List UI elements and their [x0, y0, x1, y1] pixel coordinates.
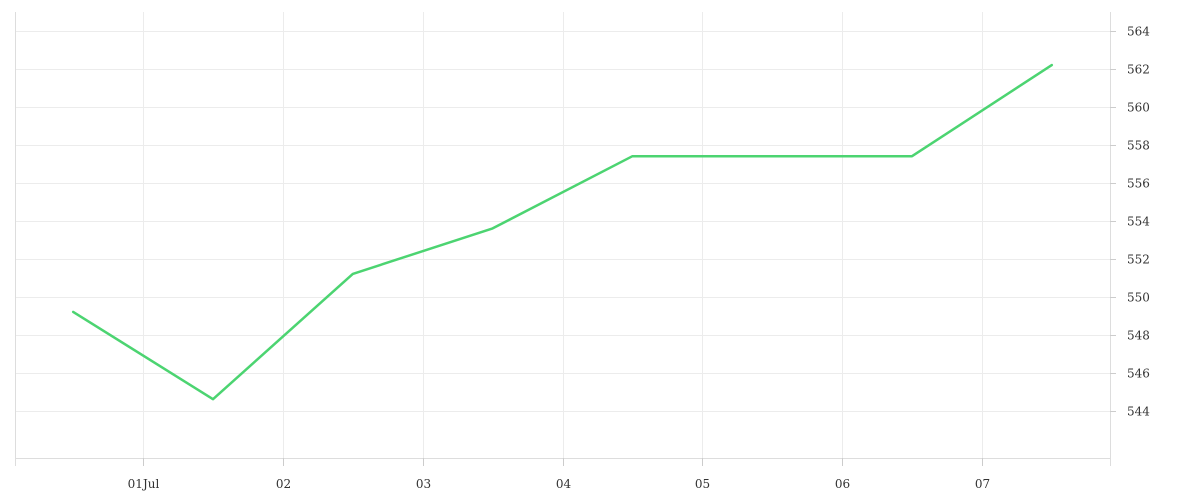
y-tick-label: 544: [1127, 405, 1150, 419]
y-tick-label: 550: [1127, 291, 1150, 305]
x-gridlines: [143, 12, 983, 458]
y-tick-label: 558: [1127, 139, 1150, 153]
x-axis-ticks: 01Jul 02 03 04 05 06 07: [128, 458, 990, 491]
y-tick-label: 554: [1127, 215, 1150, 229]
y-tick-label: 564: [1127, 25, 1150, 39]
x-tick-label: 04: [556, 477, 572, 491]
y-tick-label: 560: [1127, 101, 1150, 115]
x-tick-label: 06: [835, 477, 850, 491]
y-tick-label: 548: [1127, 329, 1150, 343]
series-layer: [71, 63, 1054, 401]
y-axis-ticks: 544 546 548 550 552 554 556 558 560 562 564: [1110, 25, 1150, 419]
x-tick-label: 03: [416, 477, 431, 491]
y-tick-label: 546: [1127, 367, 1150, 381]
axes: [15, 12, 1111, 466]
y-tick-label: 562: [1127, 63, 1150, 77]
y-tick-label: 552: [1127, 253, 1150, 267]
x-tick-label: 05: [695, 477, 710, 491]
series-line: [71, 63, 1054, 401]
x-tick-label: 07: [975, 477, 990, 491]
x-tick-label: 01Jul: [128, 477, 160, 491]
x-tick-label: 02: [276, 477, 291, 491]
y-gridlines: [15, 31, 1110, 412]
y-tick-label: 556: [1127, 177, 1150, 191]
